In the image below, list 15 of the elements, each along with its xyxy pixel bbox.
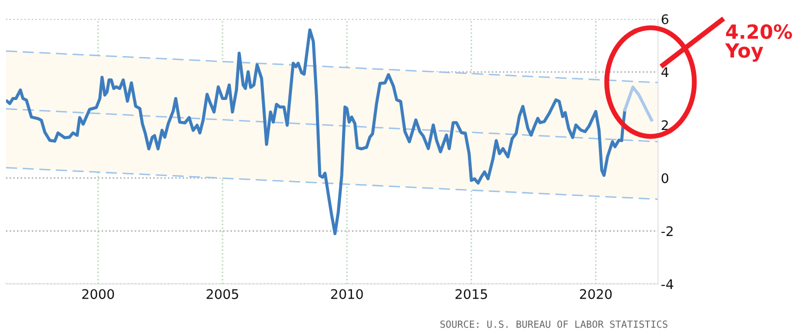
- x-tick-label: 2010: [331, 289, 363, 300]
- source-note: SOURCE: U.S. BUREAU OF LABOR STATISTICS: [440, 320, 668, 328]
- x-tick-label: 2005: [206, 289, 238, 300]
- y-tick-label: 6: [662, 14, 668, 24]
- y-tick-label: -4: [661, 279, 674, 290]
- y-tick-label: 0: [662, 173, 668, 184]
- x-tick-label: 2020: [580, 289, 612, 300]
- text: 4.20% Yoy: [725, 24, 792, 62]
- line-series: [623, 86, 654, 122]
- y-tick-label: 4: [661, 67, 668, 78]
- x-tick-label: 2015: [456, 289, 487, 300]
- y-tick-label: -2: [661, 226, 673, 236]
- x-tick-label: 2000: [82, 289, 114, 300]
- y-tick-label: 2: [662, 120, 668, 130]
- line-series: [6, 28, 626, 236]
